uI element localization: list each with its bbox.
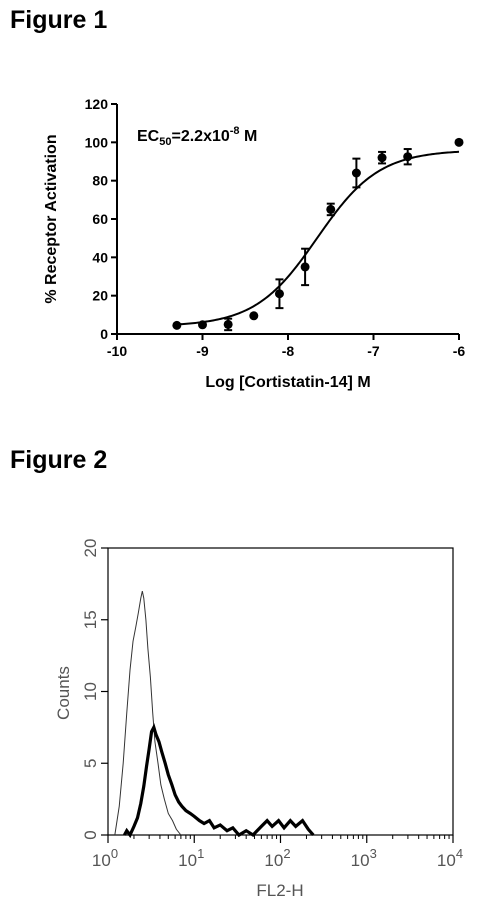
ec50-suffix: M (240, 128, 258, 145)
chart1-x-tick-label: -7 (367, 343, 380, 359)
ec50-superscript: -8 (230, 125, 240, 137)
chart1-data-point (351, 168, 361, 178)
chart2-x-tick-label: 104 (437, 846, 463, 870)
chart2-x-tick-label: 102 (264, 846, 290, 870)
chart1-axes: 0 20 40 60 80 100 120 -10 -9 -8 -7 -6 (85, 96, 466, 359)
chart1-data-point (172, 320, 182, 330)
chart1-data-point (300, 262, 310, 272)
ec50-annotation: EC50=2.2x10-8 M (137, 125, 257, 148)
chart1-data-point (326, 204, 336, 214)
chart1-y-tick-label: 40 (92, 249, 108, 265)
chart2-axes: 0 5 10 15 20 100 101 102 103 104 (81, 539, 463, 870)
chart1-y-tick-label: 0 (100, 326, 108, 342)
chart1-data-point (377, 153, 387, 163)
chart2-x-axis-label: FL2-H (256, 881, 303, 900)
chart2-y-axis-label: Counts (54, 666, 73, 720)
chart1-x-tick-label: -6 (453, 343, 466, 359)
chart2-y-tick-label: 5 (81, 759, 100, 768)
chart1-y-tick-label: 100 (85, 134, 109, 150)
dose-response-chart: 0 20 40 60 80 100 120 -10 -9 -8 -7 -6 % Receptor Ac… (43, 96, 466, 391)
chart2-y-tick-label: 10 (81, 682, 100, 701)
chart2-x-tick-label: 103 (351, 846, 377, 870)
figure-2-title: Figure 2 (10, 446, 108, 474)
chart2-series-thin-line (114, 590, 182, 836)
chart1-data-point (403, 152, 413, 162)
chart1-y-tick-label: 80 (92, 173, 108, 189)
chart1-x-tick-label: -10 (107, 343, 127, 359)
ec50-mid: =2.2x10 (171, 128, 229, 145)
chart1-y-tick-label: 60 (92, 211, 108, 227)
chart1-y-tick-label: 20 (92, 288, 108, 304)
chart1-data-point (274, 289, 284, 299)
chart1-x-tick-label: -9 (196, 343, 209, 359)
chart1-data-point (223, 319, 233, 329)
chart1-x-axis-label: Log [Cortistatin-14] M (205, 374, 370, 391)
chart2-series-thick-line (123, 723, 315, 839)
chart2-y-tick-label: 20 (81, 539, 100, 558)
chart1-x-tick-label: -8 (282, 343, 295, 359)
chart2-series (114, 590, 315, 839)
ec50-subscript: 50 (159, 136, 171, 148)
chart1-data-point (198, 320, 207, 330)
figure-1-title: Figure 1 (10, 6, 108, 34)
chart2-y-tick-label: 0 (81, 830, 100, 839)
ec50-prefix: EC (137, 128, 160, 145)
chart1-y-axis-label: % Receptor Activation (43, 134, 60, 303)
chart2-y-tick-label: 15 (81, 610, 100, 629)
chart2-x-tick-label: 100 (92, 846, 118, 870)
chart2-x-tick-label: 101 (178, 846, 204, 870)
chart1-data-point (249, 311, 259, 321)
chart1-points (172, 137, 464, 332)
chart1-y-tick-label: 120 (85, 96, 109, 112)
chart1-data-point (454, 137, 464, 147)
chart2-plot-frame (107, 547, 454, 836)
